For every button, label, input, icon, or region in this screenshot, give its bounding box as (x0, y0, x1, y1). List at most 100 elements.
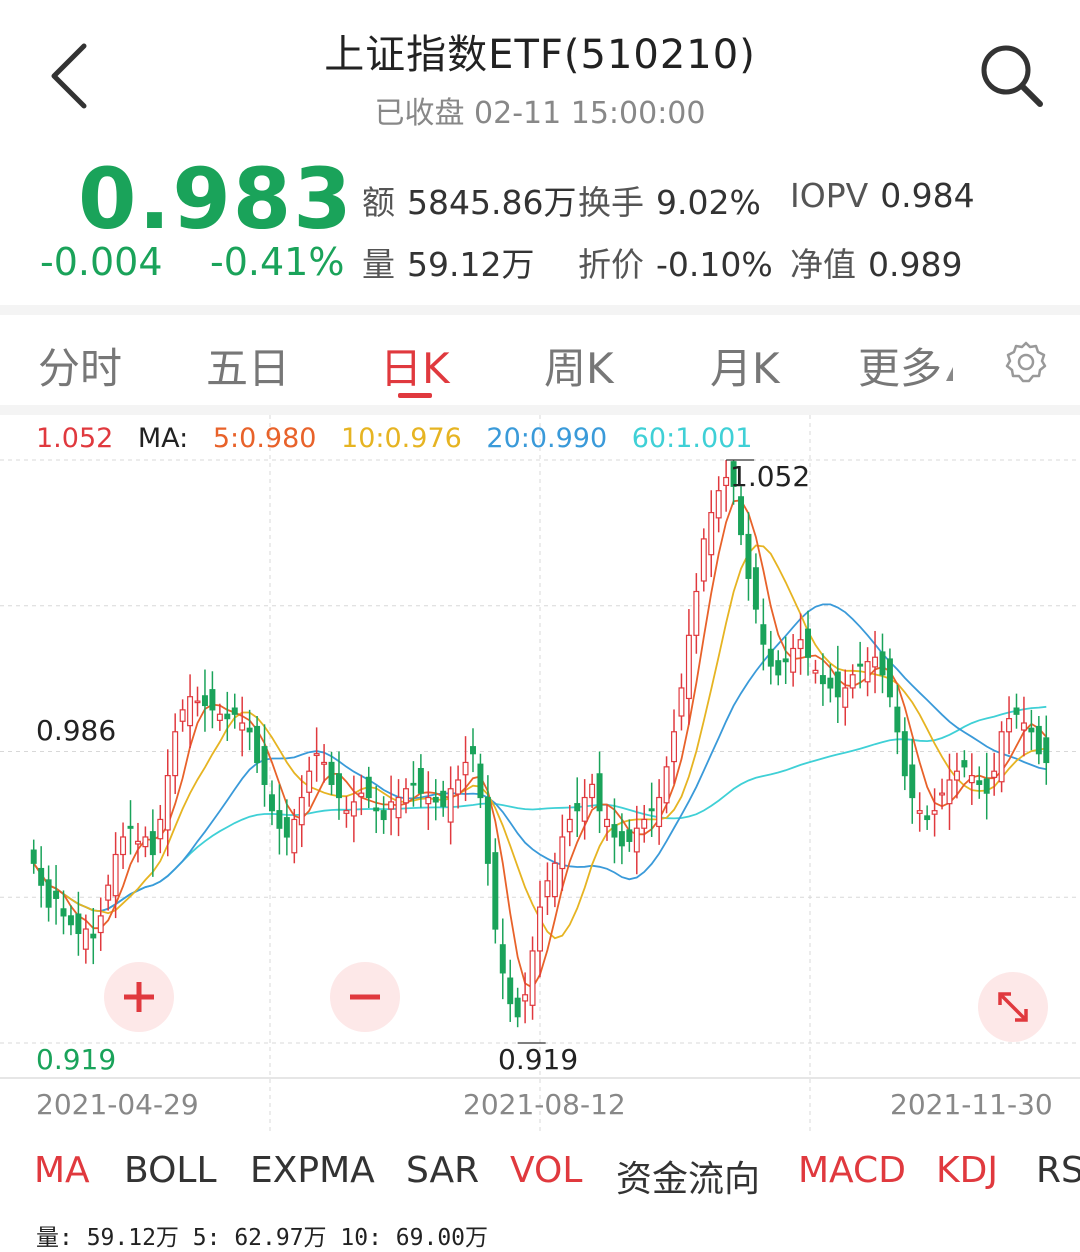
candle-body (976, 780, 983, 785)
candle-body (283, 817, 290, 838)
legend-ma5: 5:0.980 (212, 423, 317, 454)
candle-body (641, 818, 648, 829)
legend-high: 1.052 (36, 423, 114, 454)
candle-body (82, 928, 89, 950)
candle-body (112, 853, 119, 897)
candle-body (693, 590, 700, 636)
candle-body (559, 836, 566, 870)
candlestick-chart[interactable] (0, 415, 1080, 1135)
candle-36 (298, 775, 305, 848)
indicator-fund-flow[interactable]: 资金流向 (616, 1159, 761, 1200)
candle-61 (484, 775, 491, 886)
candle-93 (723, 460, 730, 512)
indicator-ma[interactable]: MA (34, 1150, 90, 1191)
candle-123 (946, 753, 953, 830)
tab-intraday[interactable]: 分时 (38, 344, 123, 393)
candle-body (432, 796, 439, 803)
candle-body (216, 713, 223, 721)
indicator-expma[interactable]: EXPMA (250, 1150, 375, 1191)
candle-body (224, 713, 231, 720)
candle-body (343, 810, 350, 814)
quote-panel: 0.983 -0.004 -0.41% 额 5845.86万 换手 9.02% IO… (0, 140, 1080, 305)
date-label-start: 2021-04-29 (36, 1088, 199, 1121)
candle-90 (700, 528, 707, 592)
candle-13 (127, 800, 134, 855)
stat-iopv-value: 0.984 (880, 176, 975, 215)
expand-icon (998, 992, 1028, 1022)
candle-body (589, 783, 596, 799)
candle-body (492, 852, 499, 930)
candle-100 (775, 650, 782, 686)
indicator-kdj[interactable]: KDJ (936, 1150, 998, 1191)
candle-body (194, 700, 201, 704)
candle-body (834, 671, 841, 698)
candle-body (75, 913, 82, 935)
candle-18 (164, 749, 171, 857)
candle-body (604, 818, 610, 828)
candle-body (239, 722, 246, 731)
zoom-in-button[interactable] (104, 962, 174, 1032)
candle-body (537, 906, 543, 952)
candle-body (1028, 727, 1035, 733)
candle-124 (953, 752, 960, 799)
candle-34 (283, 799, 290, 856)
candle-body (626, 829, 633, 842)
indicator-sar[interactable]: SAR (406, 1150, 480, 1191)
candle-body (671, 731, 677, 763)
tab-weekly-k[interactable]: 周K (544, 344, 614, 393)
candle-55 (440, 780, 447, 817)
price-change: -0.004 (40, 240, 163, 284)
tab-five-day[interactable]: 五日 (206, 344, 291, 393)
candle-131 (1006, 696, 1013, 755)
search-icon[interactable] (972, 36, 1052, 116)
indicator-tabs: MA BOLL EXPMA SAR VOL 资金流向 MACD KDJ RSI (0, 1150, 1080, 1200)
tab-daily-k[interactable]: 日K (380, 344, 450, 393)
indicator-vol[interactable]: VOL (510, 1150, 583, 1191)
candle-body (142, 836, 149, 848)
candle-30 (254, 715, 261, 773)
candle-body (983, 778, 990, 794)
candle-50 (403, 778, 409, 814)
candle-body (529, 950, 536, 1006)
tab-monthly-k[interactable]: 月K (710, 344, 780, 393)
candle-94 (730, 460, 737, 505)
candle-73 (574, 777, 581, 837)
candle-body (38, 867, 45, 886)
candle-126 (968, 753, 975, 805)
candle-3 (53, 865, 60, 925)
candle-body (395, 796, 402, 819)
gear-icon[interactable] (1004, 340, 1048, 384)
indicator-rsi[interactable]: RSI (1036, 1150, 1080, 1191)
candle-body (790, 647, 797, 673)
candle-body (201, 695, 208, 707)
candle-body (335, 773, 342, 799)
candle-body (991, 770, 998, 778)
date-label-end: 2021-11-30 (890, 1088, 1053, 1121)
period-tabs: 分时 五日 日K 周K 月K 更多 (0, 315, 1080, 405)
tab-more[interactable]: 更多 (858, 335, 954, 396)
candle-body (149, 831, 156, 856)
candle-136 (1043, 715, 1050, 785)
candle-89 (693, 573, 700, 654)
candle-54 (432, 779, 439, 821)
last-price: 0.983 (78, 150, 354, 248)
fullscreen-button[interactable] (978, 972, 1048, 1042)
candle-119 (916, 792, 923, 832)
zoom-out-button[interactable] (330, 962, 400, 1032)
stat-volume-value: 59.12万 (407, 245, 535, 284)
candle-body (276, 810, 283, 829)
candle-body (254, 725, 261, 764)
candle-body (730, 461, 737, 487)
candles-group (30, 460, 1050, 1028)
indicator-macd[interactable]: MACD (798, 1150, 906, 1191)
candle-5 (67, 905, 74, 936)
stat-iopv-label: IOPV (790, 176, 869, 215)
indicator-boll[interactable]: BOLL (124, 1150, 217, 1191)
candle-28 (239, 696, 246, 757)
candle-body (812, 669, 819, 674)
candle-88 (685, 609, 692, 725)
candle-body (507, 977, 514, 1005)
candle-10 (105, 874, 112, 911)
axis-low-label: 0.919 (36, 1043, 117, 1076)
back-arrow-icon[interactable] (40, 36, 100, 116)
